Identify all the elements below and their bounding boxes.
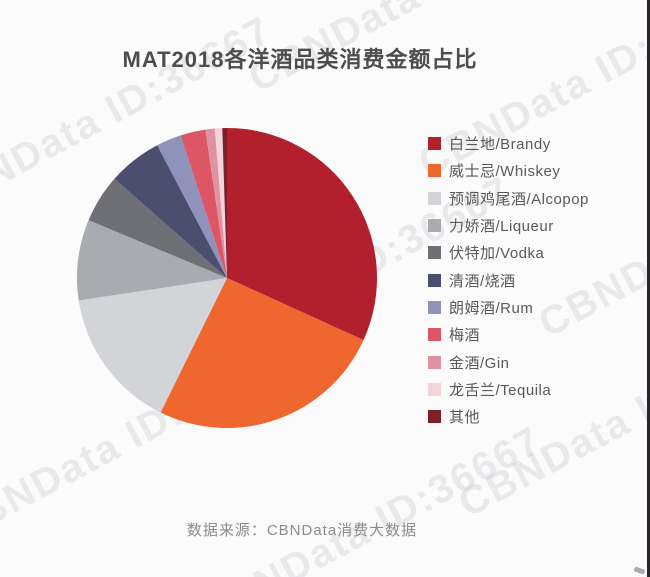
legend-swatch: [428, 137, 441, 151]
legend-swatch: [428, 164, 441, 178]
legend-item-3: 力娇酒/Liqueur: [428, 212, 589, 239]
pie-slice-7: [180, 129, 227, 278]
pie-slice-4: [88, 178, 227, 278]
legend-swatch: [428, 273, 441, 287]
legend-label: 预调鸡尾酒/Alcopop: [449, 190, 589, 208]
legend-item-9: 龙舌兰/Tequila: [428, 376, 589, 403]
pie-slice-8: [205, 128, 227, 278]
legend-item-1: 威士忌/Whiskey: [428, 157, 589, 184]
pie-chart: [77, 128, 377, 428]
legend-item-8: 金酒/Gin: [428, 348, 589, 375]
legend-label: 清酒/烧酒: [449, 272, 516, 290]
pie-slice-3: [77, 220, 227, 301]
watermark-text: CBNData ID:36667: [191, 418, 549, 577]
legend-label: 龙舌兰/Tequila: [449, 381, 552, 399]
legend-swatch: [428, 300, 441, 314]
legend-label: 梅酒: [449, 327, 481, 345]
pie-slice-6: [157, 135, 227, 278]
legend-swatch: [428, 410, 441, 424]
legend-swatch: [428, 382, 441, 396]
legend-swatch: [428, 246, 441, 260]
legend-swatch: [428, 355, 441, 369]
legend-item-10: 其他: [428, 403, 589, 430]
right-edge-border: [647, 0, 650, 577]
chart-title: MAT2018各洋酒品类消费金额占比: [122, 47, 478, 72]
legend-item-5: 清酒/烧酒: [428, 266, 589, 293]
legend-label: 朗姆酒/Rum: [449, 299, 534, 317]
legend-label: 伏特加/Vodka: [449, 245, 545, 263]
legend-item-2: 预调鸡尾酒/Alcopop: [428, 185, 589, 212]
legend-item-4: 伏特加/Vodka: [428, 239, 589, 266]
legend-swatch: [428, 328, 441, 342]
legend-label: 威士忌/Whiskey: [449, 163, 561, 181]
legend-item-0: 白兰地/Brandy: [428, 130, 589, 157]
legend-item-6: 朗姆酒/Rum: [428, 294, 589, 321]
pie-slice-2: [78, 278, 227, 413]
legend-label: 白兰地/Brandy: [449, 136, 551, 154]
legend-label: 其他: [449, 409, 481, 427]
legend-swatch: [428, 219, 441, 233]
pie-slice-5: [114, 145, 227, 278]
legend-swatch: [428, 191, 441, 205]
pie-slice-9: [214, 128, 227, 278]
legend-label: 金酒/Gin: [449, 354, 510, 372]
data-source-caption: 数据来源：CBNData消费大数据: [186, 522, 418, 539]
pie-slice-0: [227, 128, 377, 341]
legend-item-7: 梅酒: [428, 321, 589, 348]
legend-label: 力娇酒/Liqueur: [449, 218, 554, 236]
chart-legend: 白兰地/Brandy 威士忌/Whiskey 预调鸡尾酒/Alcopop 力娇酒/Li…: [428, 130, 589, 430]
pie-slice-10: [222, 128, 227, 278]
pie-slice-1: [160, 278, 364, 428]
corner-smudge: [633, 566, 646, 575]
